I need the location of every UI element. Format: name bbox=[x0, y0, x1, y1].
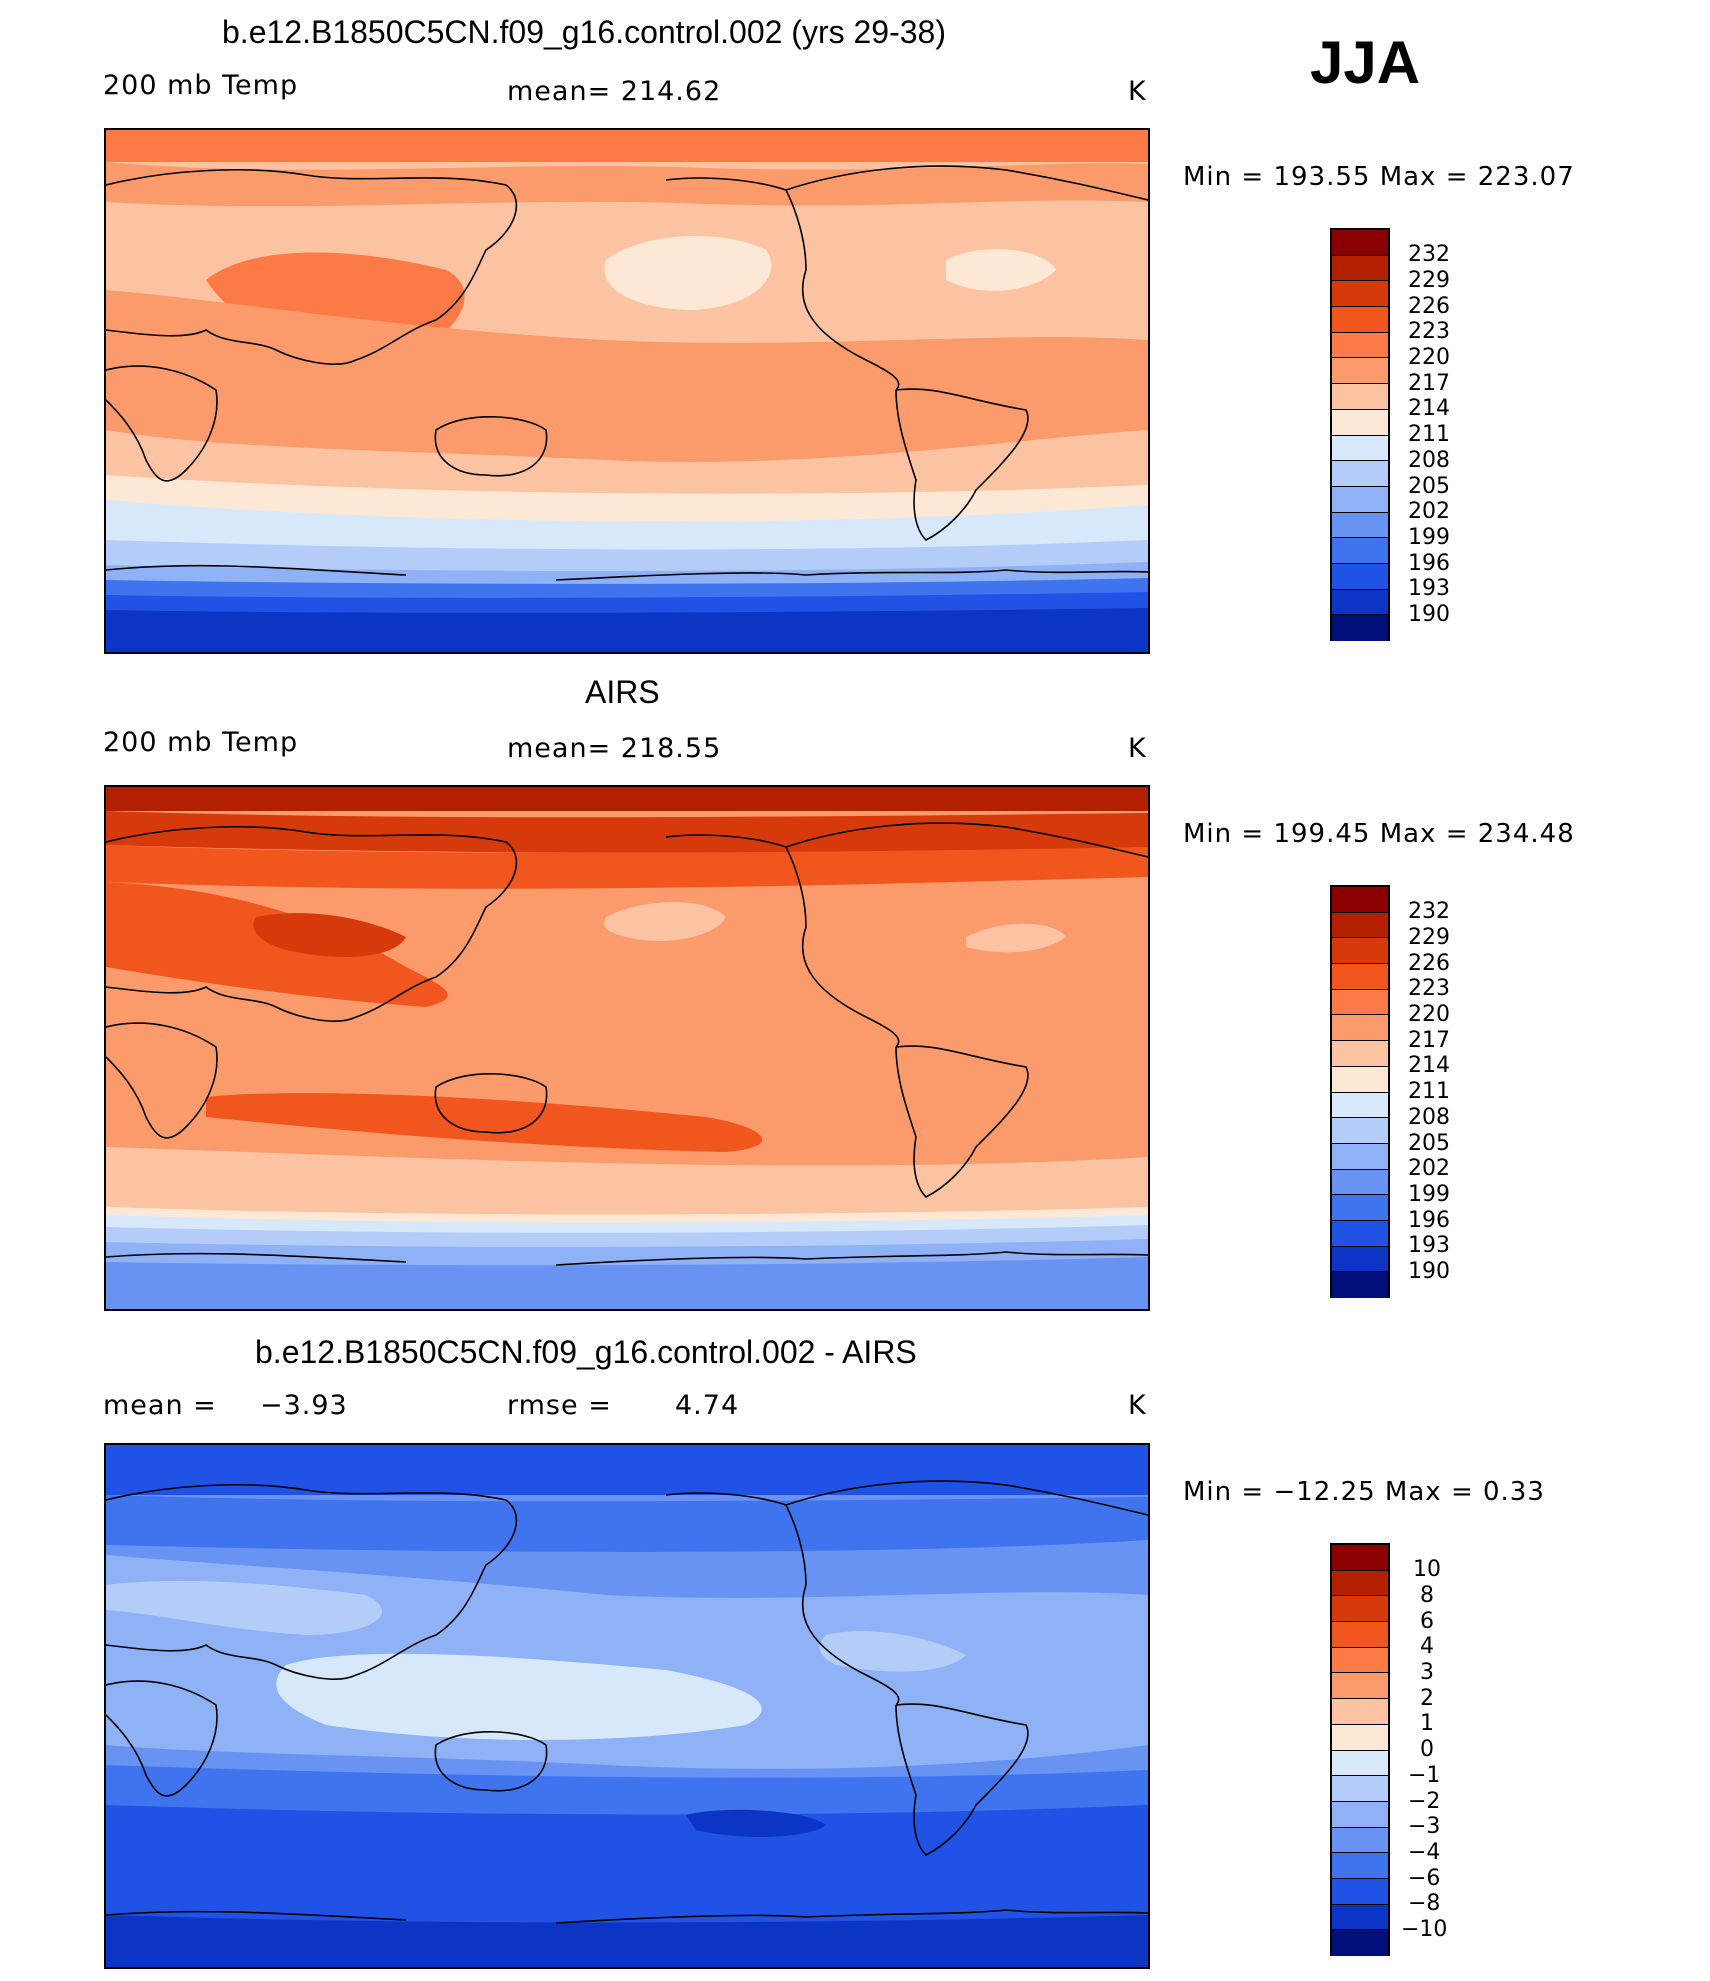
panel2-mean-label: mean= 218.55 bbox=[507, 733, 722, 764]
panel3-rmse-label: rmse = bbox=[507, 1390, 612, 1421]
panel3-colorbar bbox=[1330, 1543, 1390, 1956]
panel1-colorbar-tick: 226 bbox=[1408, 294, 1450, 319]
panel2-colorbar-tick: 223 bbox=[1408, 976, 1450, 1001]
panel3-colorbar-tick: 8 bbox=[1420, 1583, 1434, 1608]
panel1-variable-label: 200 mb Temp bbox=[103, 70, 299, 101]
panel2-colorbar-tick: 217 bbox=[1408, 1028, 1450, 1053]
panel1-colorbar-tick: 199 bbox=[1408, 525, 1450, 550]
panel2-colorbar-tick: 205 bbox=[1408, 1131, 1450, 1156]
panel3-units-label: K bbox=[1128, 1390, 1147, 1421]
panel2-colorbar-tick: 202 bbox=[1408, 1156, 1450, 1181]
panel2-colorbar-tick: 232 bbox=[1408, 899, 1450, 924]
panel1-colorbar-tick: 196 bbox=[1408, 551, 1450, 576]
panel3-mean-label: mean = bbox=[103, 1390, 217, 1421]
panel2-units-label: K bbox=[1128, 733, 1147, 764]
panel3-minmax: Min = −12.25 Max = 0.33 bbox=[1183, 1477, 1545, 1507]
season-label: JJA bbox=[1310, 29, 1421, 96]
panel1-colorbar-tick: 205 bbox=[1408, 474, 1450, 499]
panel1-map bbox=[104, 128, 1150, 654]
panel1-mean-label: mean= 214.62 bbox=[507, 76, 722, 107]
panel3-colorbar-tick: −2 bbox=[1408, 1789, 1441, 1814]
panel2-minmax: Min = 199.45 Max = 234.48 bbox=[1183, 819, 1575, 849]
panel2-variable-label: 200 mb Temp bbox=[103, 727, 299, 758]
panel2-colorbar-tick: 199 bbox=[1408, 1182, 1450, 1207]
panel1-colorbar-tick: 223 bbox=[1408, 319, 1450, 344]
panel1-colorbar-tick: 211 bbox=[1408, 422, 1450, 447]
panel2-colorbar-tick: 193 bbox=[1408, 1233, 1450, 1258]
panel2-colorbar-tick: 190 bbox=[1408, 1259, 1450, 1284]
panel1-colorbar-tick: 229 bbox=[1408, 268, 1450, 293]
panel2-colorbar bbox=[1330, 885, 1390, 1298]
panel3-colorbar-tick: −3 bbox=[1408, 1814, 1441, 1839]
panel1-units-label: K bbox=[1128, 76, 1147, 107]
panel1-colorbar-tick: 208 bbox=[1408, 448, 1450, 473]
panel2-colorbar-tick: 214 bbox=[1408, 1053, 1450, 1078]
panel2-colorbar-tick: 196 bbox=[1408, 1208, 1450, 1233]
panel3-colorbar-tick: 6 bbox=[1420, 1609, 1434, 1634]
panel3-colorbar-tick: 10 bbox=[1413, 1557, 1441, 1582]
panel3-mean-value: −3.93 bbox=[260, 1390, 348, 1421]
panel2-colorbar-tick: 226 bbox=[1408, 951, 1450, 976]
panel3-colorbar-tick: 1 bbox=[1420, 1711, 1434, 1736]
panel1-colorbar-tick: 220 bbox=[1408, 345, 1450, 370]
panel2-map bbox=[104, 785, 1150, 1311]
panel3-colorbar-tick: −4 bbox=[1408, 1840, 1441, 1865]
panel3-title: b.e12.B1850C5CN.f09_g16.control.002 - AI… bbox=[255, 1334, 917, 1370]
panel3-colorbar-tick: −10 bbox=[1401, 1917, 1448, 1942]
panel3-colorbar-tick: 0 bbox=[1420, 1737, 1434, 1762]
panel2-colorbar-tick: 220 bbox=[1408, 1002, 1450, 1027]
panel2-colorbar-tick: 208 bbox=[1408, 1105, 1450, 1130]
panel2-title: AIRS bbox=[585, 674, 660, 710]
panel3-colorbar-tick: −6 bbox=[1408, 1866, 1441, 1891]
panel3-colorbar-tick: −1 bbox=[1408, 1763, 1441, 1788]
panel1-minmax: Min = 193.55 Max = 223.07 bbox=[1183, 162, 1575, 192]
panel3-rmse-value: 4.74 bbox=[675, 1390, 740, 1421]
panel3-colorbar-tick: 4 bbox=[1420, 1634, 1434, 1659]
panel3-colorbar-tick: 3 bbox=[1420, 1660, 1434, 1685]
panel1-colorbar-tick: 232 bbox=[1408, 242, 1450, 267]
panel1-colorbar bbox=[1330, 228, 1390, 641]
panel1-colorbar-tick: 193 bbox=[1408, 576, 1450, 601]
panel1-colorbar-tick: 202 bbox=[1408, 499, 1450, 524]
panel1-colorbar-tick: 217 bbox=[1408, 371, 1450, 396]
panel1-colorbar-tick: 190 bbox=[1408, 602, 1450, 627]
panel2-colorbar-tick: 211 bbox=[1408, 1079, 1450, 1104]
panel3-colorbar-tick: −8 bbox=[1408, 1891, 1441, 1916]
panel2-colorbar-tick: 229 bbox=[1408, 925, 1450, 950]
panel1-colorbar-tick: 214 bbox=[1408, 396, 1450, 421]
panel3-map bbox=[104, 1443, 1150, 1969]
panel3-colorbar-tick: 2 bbox=[1420, 1686, 1434, 1711]
panel1-title: b.e12.B1850C5CN.f09_g16.control.002 (yrs… bbox=[222, 14, 946, 50]
